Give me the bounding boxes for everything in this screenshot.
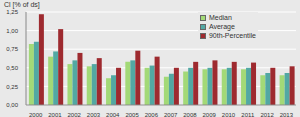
svg-text:2001: 2001 (48, 112, 62, 117)
svg-text:2005: 2005 (125, 112, 139, 117)
svg-text:2007: 2007 (164, 112, 178, 117)
html-text:Median: Median (208, 14, 232, 21)
svg-text:0,50: 0,50 (8, 65, 19, 71)
svg-text:2013: 2013 (280, 112, 292, 117)
svg-text:2002: 2002 (68, 112, 82, 117)
svg-text:2011: 2011 (241, 112, 255, 117)
svg-text:2012: 2012 (260, 112, 274, 117)
svg-text:1,25: 1,25 (8, 9, 19, 15)
svg-text:2008: 2008 (183, 112, 197, 117)
svg-text:2003: 2003 (87, 112, 101, 117)
svg-text:2006: 2006 (145, 112, 159, 117)
svg-text:0,00: 0,00 (8, 102, 19, 108)
svg-text:2009: 2009 (203, 112, 217, 117)
svg-text:2004: 2004 (106, 112, 120, 117)
svg-text:2000: 2000 (29, 112, 43, 117)
html-text:90th-Percentile: 90th-Percentile (208, 32, 256, 39)
html-text:Average: Average (208, 23, 235, 30)
svg-text:0,75: 0,75 (8, 46, 19, 52)
svg-text:2010: 2010 (222, 112, 236, 117)
html-text:Cl [% of ds]: Cl [% of ds] (4, 1, 40, 8)
svg-text:1,00: 1,00 (8, 28, 19, 34)
svg-text:0,25: 0,25 (8, 84, 19, 90)
